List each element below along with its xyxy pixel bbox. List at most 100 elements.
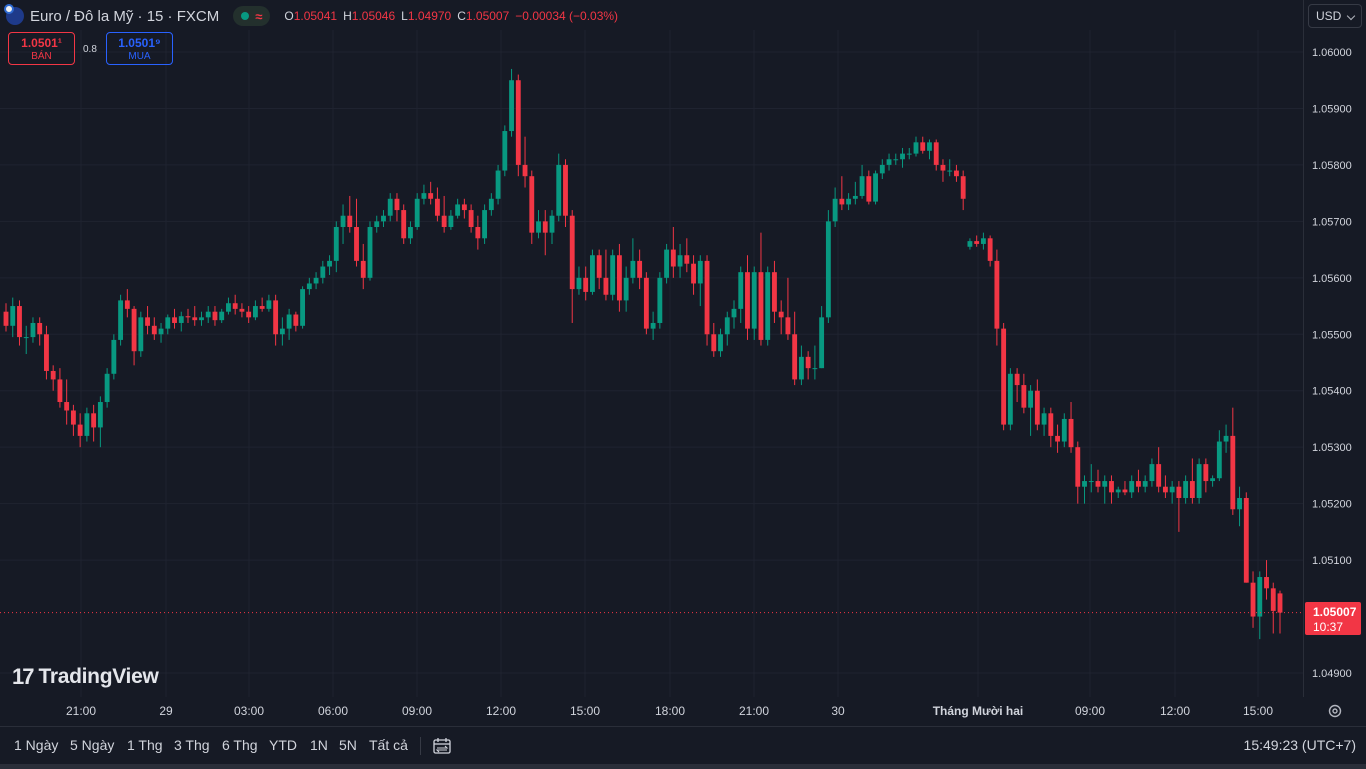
candle-body	[104, 373, 110, 403]
time-tick-label: Tháng Mười hai	[933, 704, 1024, 718]
sell-button[interactable]: 1.0501¹ BÁN	[8, 32, 75, 65]
candle-body	[165, 317, 171, 329]
range-6-months[interactable]: 6 Thg	[222, 737, 258, 753]
candle-body	[1156, 464, 1162, 487]
tradingview-logo[interactable]: 17 TradingView	[12, 664, 159, 690]
candle-body	[927, 142, 932, 151]
candle-body	[515, 80, 521, 165]
candle-body	[1055, 435, 1060, 442]
candle-body	[502, 131, 508, 171]
candle-body	[1007, 373, 1013, 425]
price-axis[interactable]: 1.06000 1.05900 1.05800 1.05700 1.05600 1.055…	[1312, 47, 1352, 680]
candle-body	[906, 153, 912, 155]
candle-body	[77, 424, 83, 436]
signal-indicator: ≈	[255, 8, 263, 24]
chart-grid	[0, 0, 1304, 697]
candle-body	[461, 204, 467, 211]
price-tick-label: 1.05400	[1312, 386, 1352, 398]
candle-body	[199, 317, 204, 321]
candle-body	[657, 277, 663, 323]
time-tick-label: 30	[831, 704, 845, 718]
range-ytd[interactable]: YTD	[269, 737, 297, 753]
candle-body	[273, 300, 279, 335]
price-tick-label: 1.04900	[1312, 668, 1352, 680]
candle-body	[1102, 481, 1108, 487]
candle-body	[778, 311, 784, 318]
time-tick-label: 06:00	[318, 704, 348, 718]
range-3-months[interactable]: 3 Thg	[174, 737, 210, 753]
candle-body	[603, 277, 609, 295]
candle-body	[97, 402, 103, 428]
range-5-years[interactable]: 5N	[339, 737, 357, 753]
candle-body	[1142, 481, 1148, 487]
sell-label: BÁN	[31, 51, 52, 62]
candle-body	[691, 263, 696, 284]
time-tick-label: 12:00	[1160, 704, 1190, 718]
candle-body	[785, 317, 791, 335]
candle-body	[138, 317, 144, 352]
candle-body	[300, 289, 306, 326]
candle-body	[819, 317, 825, 369]
candle-body	[879, 164, 885, 174]
price-tick-label: 1.05500	[1312, 329, 1352, 341]
candles-layer	[3, 68, 1283, 640]
candle-body	[50, 370, 56, 380]
candle-body	[987, 238, 993, 261]
candle-body	[569, 215, 575, 290]
ohlc-low: L1.04970	[401, 9, 452, 23]
currency-select[interactable]: USD	[1308, 4, 1362, 28]
ohlc-close: C1.05007	[457, 9, 510, 23]
candle-body	[320, 266, 326, 278]
candle-body	[1277, 593, 1283, 613]
bottom-toolbar: 1 Ngày 5 Ngày 1 Thg 3 Thg 6 Thg YTD 1N 5…	[0, 726, 1366, 769]
candle-body	[145, 317, 150, 326]
candle-body	[522, 164, 528, 177]
range-all[interactable]: Tất cả	[369, 737, 408, 753]
candle-body	[1237, 497, 1242, 510]
buy-button[interactable]: 1.0501⁹ MUA	[106, 32, 173, 65]
range-1-month[interactable]: 1 Thg	[127, 737, 163, 753]
candle-body	[643, 277, 649, 329]
symbol-title[interactable]: Euro / Đô la Mỹ · 15 · FXCM	[30, 7, 220, 25]
time-tick-label: 09:00	[1075, 704, 1105, 718]
candle-body	[185, 316, 191, 318]
settings-icon[interactable]	[1327, 703, 1343, 719]
candle-body	[1021, 385, 1027, 408]
candle-body	[212, 311, 218, 321]
candle-body	[495, 170, 501, 199]
time-axis[interactable]: 21:00 29 03:00 06:00 09:00 12:00 15:00 18:00 21:…	[66, 704, 1273, 718]
candle-body	[697, 260, 703, 284]
candle-body	[616, 255, 622, 301]
range-5-days[interactable]: 5 Ngày	[70, 737, 115, 753]
time-tick-label: 15:00	[570, 704, 600, 718]
market-status-pill[interactable]: ≈	[233, 6, 271, 26]
candle-body	[1075, 447, 1081, 487]
candle-body	[3, 311, 9, 326]
range-1-year[interactable]: 1N	[310, 737, 328, 753]
candle-body	[792, 334, 798, 380]
candle-body	[637, 260, 643, 278]
candle-body	[414, 198, 420, 228]
price-tick-label: 1.06000	[1312, 47, 1352, 59]
candle-body	[772, 272, 777, 312]
candle-body	[846, 198, 852, 205]
candle-body	[1264, 577, 1269, 589]
candle-body	[1189, 481, 1195, 498]
buy-label: MUA	[128, 51, 151, 62]
date-range-icon[interactable]	[432, 736, 452, 756]
candle-body	[886, 159, 892, 165]
last-price-label: 1.05007 10:37	[1305, 602, 1361, 635]
candle-body	[192, 317, 198, 321]
candle-body	[455, 204, 461, 216]
candle-body	[64, 402, 70, 411]
candle-body	[1001, 328, 1007, 425]
candle-body	[866, 176, 872, 202]
candle-body	[873, 173, 878, 202]
candle-body	[1068, 418, 1074, 448]
candle-body	[1243, 497, 1249, 583]
range-1-day[interactable]: 1 Ngày	[14, 737, 59, 753]
timezone-clock[interactable]: 15:49:23 (UTC+7)	[1243, 737, 1356, 753]
candle-body	[286, 314, 292, 329]
ohlc-high: H1.05046	[343, 9, 396, 23]
